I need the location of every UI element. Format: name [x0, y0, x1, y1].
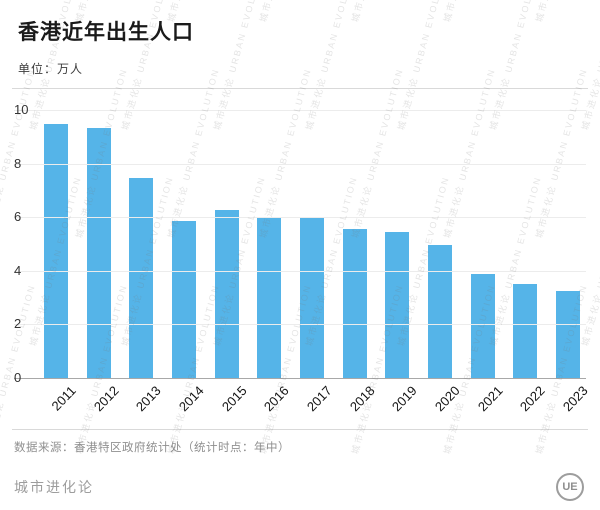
x-tick-2023: 2023: [556, 379, 591, 427]
bar-2021: [470, 274, 495, 379]
x-tick-2017: 2017: [300, 379, 335, 427]
bar-2022: [513, 283, 538, 379]
x-tick-label: 2021: [474, 383, 506, 415]
bar-2019: [385, 231, 410, 379]
bar-2017: [299, 218, 324, 379]
x-tick-label: 2023: [559, 383, 591, 415]
x-tick-2013: 2013: [129, 379, 164, 427]
bar-2020: [427, 245, 452, 379]
x-tick-label: 2020: [431, 383, 463, 415]
header-divider: [12, 88, 588, 89]
bar-2018: [342, 228, 367, 379]
x-tick-2016: 2016: [257, 379, 292, 427]
x-tick-label: 2011: [48, 383, 79, 414]
y-tick-label-2: 2: [14, 316, 22, 332]
x-tick-label: 2016: [261, 383, 293, 415]
footer-bar: 城市进化论 UE: [0, 473, 600, 501]
bar-2012: [86, 128, 111, 379]
x-axis-labels: 2011 2012 2013 2014 2015 2016 2017 2018 2019 2020…: [38, 379, 591, 427]
bar-2011: [44, 124, 68, 379]
bar-2023: [555, 290, 580, 379]
gridline-8: [14, 163, 586, 165]
x-tick-2022: 2022: [513, 379, 548, 427]
y-tick-label-8: 8: [14, 155, 22, 171]
chart-header: 香港近年出生人口 单位：万人: [0, 0, 600, 77]
y-tick-label-10: 10: [14, 102, 29, 117]
gridline-10: [14, 110, 586, 111]
brand-name: 城市进化论: [14, 479, 94, 495]
x-tick-label: 2022: [517, 383, 549, 415]
bar-chart: 0 2 4 6 8 10 2011 2012 2013 2014 2015 2016 2017 2018…: [14, 103, 591, 427]
bars-row: [38, 111, 586, 379]
y-tick-label-4: 4: [14, 262, 22, 278]
page-title: 香港近年出生人口: [18, 21, 194, 44]
x-tick-label: 2012: [90, 383, 122, 415]
x-tick-2014: 2014: [172, 379, 207, 427]
brand-logo-icon: UE: [556, 473, 584, 501]
x-tick-2015: 2015: [215, 379, 250, 427]
x-tick-label: 2019: [389, 383, 421, 415]
gridline-2: [14, 324, 586, 326]
gridline-4: [14, 270, 586, 272]
bar-2014: [171, 220, 196, 379]
x-tick-label: 2015: [218, 383, 250, 415]
x-tick-label: 2013: [133, 383, 165, 415]
x-tick-2012: 2012: [87, 379, 122, 427]
y-tick-label-6: 6: [14, 209, 22, 225]
source-note: 数据来源：香港特区政府统计处（统计时点：年中）: [14, 442, 290, 454]
x-tick-label: 2017: [303, 383, 335, 415]
x-tick-2018: 2018: [343, 379, 378, 427]
x-tick-label: 2018: [346, 383, 378, 415]
gridline-6: [14, 217, 586, 219]
x-tick-2011: 2011: [44, 379, 79, 427]
bar-2013: [129, 178, 154, 379]
y-tick-label-0: 0: [14, 370, 22, 385]
footer-divider: [12, 429, 588, 430]
plot-area: 0 2 4 6 8 10: [14, 103, 586, 385]
bar-2015: [214, 210, 239, 379]
bar-2016: [257, 216, 282, 379]
x-tick-label: 2014: [175, 383, 207, 415]
x-tick-2020: 2020: [428, 379, 463, 427]
x-tick-2021: 2021: [471, 379, 505, 427]
gridline-0: [14, 378, 586, 379]
x-tick-2019: 2019: [385, 379, 420, 427]
unit-label: 单位：万人: [18, 62, 84, 76]
